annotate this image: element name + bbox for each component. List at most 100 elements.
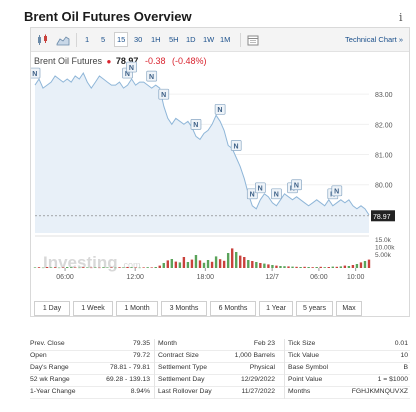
price-line: [34, 71, 370, 216]
price-area: [35, 73, 369, 233]
volume-tick-label: 15.0k: [375, 237, 392, 244]
news-marker: [214, 103, 226, 115]
area-chart-icon[interactable]: [55, 32, 71, 47]
range-1-month[interactable]: 1 Month: [116, 301, 158, 316]
stat-label: Point Value: [288, 376, 323, 383]
row-divider: [30, 362, 410, 363]
volume-bar: [355, 264, 359, 268]
row-divider: [30, 374, 410, 375]
symbol-name: Brent Oil Futures: [34, 56, 103, 66]
volume-bar: [218, 259, 222, 268]
stat-row: Prev. Close 79.35 Month Feb 23 Tick Size 0.01: [30, 339, 410, 351]
volume-bar: [186, 262, 190, 268]
x-tick-label: 12:00: [126, 274, 144, 281]
timeframe-5h[interactable]: 5H: [169, 35, 179, 44]
info-icon[interactable]: i: [399, 11, 403, 24]
volume-bar: [174, 261, 178, 268]
news-marker-label: N: [193, 122, 198, 129]
timeframe-1d[interactable]: 1D: [186, 35, 196, 44]
stat-label: Settlement Day: [158, 376, 205, 383]
volume-bar: [45, 267, 49, 268]
volume-bar: [78, 267, 81, 269]
volume-bar: [291, 266, 294, 268]
symbol-change: -0.38: [144, 56, 166, 66]
symbol-price: 78.97: [115, 56, 139, 66]
stat-value: Feb 23: [253, 340, 275, 347]
stat-row: 1-Year Change 8.94% Last Rollover Day 11/27…: [30, 387, 410, 399]
volume-bar: [206, 260, 210, 268]
volume-bar: [210, 261, 214, 268]
timeframe-1w[interactable]: 1W: [203, 35, 215, 44]
volume-bar: [263, 263, 266, 268]
timeframe-1m[interactable]: 1M: [220, 35, 231, 44]
range-1-day[interactable]: 1 Day: [34, 301, 70, 316]
x-tick-label: 12/7: [265, 274, 279, 281]
volume-bar: [102, 267, 105, 268]
range-1-week[interactable]: 1 Week: [73, 301, 113, 316]
last-price-label: 78.97: [373, 214, 391, 221]
volume-bar: [367, 259, 371, 268]
news-marker: [271, 188, 282, 200]
stat-label: Month: [158, 340, 177, 347]
stat-value: 79.35: [132, 340, 150, 347]
news-marker-label: N: [217, 107, 222, 114]
timeframe-30[interactable]: 30: [134, 35, 143, 44]
range-1-year[interactable]: 1 Year: [259, 301, 293, 316]
range-5-years[interactable]: 5 years: [296, 301, 333, 316]
volume-bar: [339, 266, 343, 268]
volume-bar: [150, 267, 153, 268]
volume-bar: [194, 255, 198, 268]
y-tick-label: 80.00: [375, 183, 393, 190]
volume-bar: [283, 266, 286, 268]
stat-label: Tick Size: [288, 340, 316, 347]
chart-toolbar: 1 5 15 30 1H 5H 1D 1W 1M Technical Chart…: [31, 28, 409, 52]
news-marker: [146, 70, 158, 82]
x-tick-label: 06:00: [310, 274, 328, 281]
stat-value: 1,000 Barrels: [234, 352, 275, 359]
volume-bar: [49, 267, 53, 268]
volume-bar: [170, 259, 174, 268]
range-max[interactable]: Max: [336, 301, 362, 316]
stat-label: Settlement Type: [158, 364, 207, 371]
volume-bar: [343, 265, 347, 268]
volume-bar: [315, 267, 318, 268]
stat-label: 52 wk Range: [30, 376, 70, 383]
volume-bar: [230, 248, 234, 268]
y-tick-label: 83.00: [375, 92, 393, 99]
volume-bar: [74, 267, 77, 268]
calendar-icon[interactable]: [245, 32, 261, 47]
news-marker: [158, 88, 170, 100]
stat-label: Tick Value: [288, 352, 319, 359]
timeframe-1[interactable]: 1: [85, 35, 90, 44]
column-divider: [154, 339, 155, 399]
x-tick-label: 18:00: [197, 274, 215, 281]
volume-bar: [303, 266, 306, 268]
volume-bar: [287, 266, 290, 268]
timeframe-5[interactable]: 5: [101, 35, 106, 44]
chart-widget: 1 5 15 30 1H 5H 1D 1W 1M Technical Chart…: [30, 27, 410, 317]
volume-bar: [351, 265, 355, 268]
candlestick-icon[interactable]: [35, 32, 51, 47]
technical-chart-link[interactable]: Technical Chart »: [345, 35, 403, 44]
volume-bar: [57, 267, 61, 269]
news-marker-label: N: [250, 192, 255, 199]
news-marker-label: N: [274, 192, 279, 199]
news-marker-label: N: [161, 92, 166, 99]
range-6-months[interactable]: 6 Months: [210, 301, 256, 316]
stat-value: 10: [400, 352, 408, 359]
timeframe-15[interactable]: 15: [114, 32, 129, 47]
volume-bar: [295, 266, 298, 268]
timeframe-1h[interactable]: 1H: [151, 35, 161, 44]
range-3-months[interactable]: 3 Months: [161, 301, 207, 316]
contract-stats: Prev. Close 79.35 Month Feb 23 Tick Size 0.01…: [30, 339, 410, 411]
volume-bar: [37, 267, 41, 268]
volume-bar: [122, 267, 125, 268]
volume-bar: [98, 267, 101, 269]
volume-tick-label: 5.00k: [375, 252, 392, 259]
volume-bar: [363, 261, 367, 268]
volume-bar: [259, 263, 262, 268]
stat-value: 8.94%: [130, 388, 150, 395]
page-title: Brent Oil Futures Overview: [24, 9, 192, 24]
stat-row: 52 wk Range 69.28 - 139.13 Settlement Day 1…: [30, 375, 410, 387]
